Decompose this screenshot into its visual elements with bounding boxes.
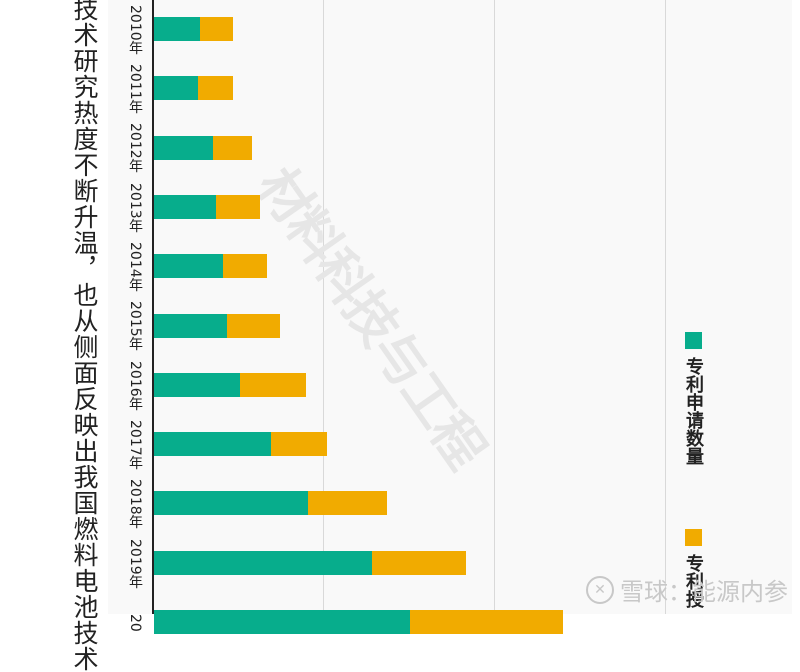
category-label: 2012年 [127, 123, 143, 174]
category-label: 2013年 [127, 182, 143, 233]
category-label: 2019年 [127, 538, 143, 589]
bar-segment-grants [308, 491, 387, 516]
caption-text: 技术研究热度不断升温，也从侧面反映出我国燃料电池技术 [70, 0, 99, 672]
bar-segment-grants [240, 372, 306, 397]
category-axis [152, 0, 154, 614]
stacked-bar [154, 432, 327, 457]
legend-label-grants: 专利授 [683, 554, 704, 608]
stacked-bar [154, 550, 466, 575]
stacked-bar [154, 17, 233, 41]
bar-segment-grants [223, 254, 267, 279]
category-label: 2018年 [127, 479, 143, 529]
bar-segment-grants [227, 313, 280, 338]
legend-label-applications: 专利申请数量 [683, 357, 704, 465]
stacked-bar [154, 372, 306, 397]
bar-segment-applications [154, 313, 227, 338]
category-label: 2011年 [127, 64, 143, 114]
stacked-bar [154, 491, 387, 516]
bar-segment-grants [200, 17, 233, 41]
bar-segment-applications [154, 76, 198, 101]
bar-segment-applications [154, 432, 271, 457]
legend-item-applications: 专利申请数量 [683, 332, 704, 465]
bar-segment-applications [154, 194, 216, 219]
bar-segment-applications [154, 372, 240, 397]
bar-segment-applications [154, 550, 372, 575]
bar-segment-applications [154, 491, 308, 516]
source-watermark: ✕ 雪球：能源内参 [586, 572, 788, 607]
stacked-bar [154, 313, 280, 338]
legend-swatch-grants [684, 529, 702, 546]
bar-segment-applications [154, 254, 223, 279]
gridline [665, 0, 666, 614]
category-label: 2016年 [127, 360, 143, 411]
category-label: 2010年 [127, 4, 143, 55]
bar-segment-grants [216, 194, 260, 219]
category-label: 2014年 [127, 242, 143, 292]
stacked-bar [154, 135, 252, 160]
legend-swatch-applications [684, 332, 702, 349]
caption-strip: 技术研究热度不断升温，也从侧面反映出我国燃料电池技术 [0, 0, 108, 672]
category-label: 2017年 [127, 419, 143, 470]
legend-panel [666, 0, 792, 614]
bar-segment-applications [154, 17, 200, 41]
category-label: 20 [127, 613, 143, 632]
bar-segment-grants [213, 135, 252, 160]
right-margin [792, 0, 800, 614]
stacked-bar [154, 194, 260, 219]
legend-item-grants: 专利授 [683, 529, 704, 608]
bar-segment-applications [154, 135, 213, 160]
stacked-bar [154, 254, 267, 279]
xueqiu-logo-icon: ✕ [586, 575, 614, 604]
bar-segment-grants [372, 550, 466, 575]
category-label: 2015年 [127, 301, 143, 351]
stacked-bar [154, 76, 233, 101]
gridline [494, 0, 495, 614]
bar-segment-grants [198, 76, 233, 101]
bar-segment-grants [271, 432, 327, 457]
gridline [323, 0, 324, 614]
source-text: 雪球：能源内参 [620, 578, 788, 606]
